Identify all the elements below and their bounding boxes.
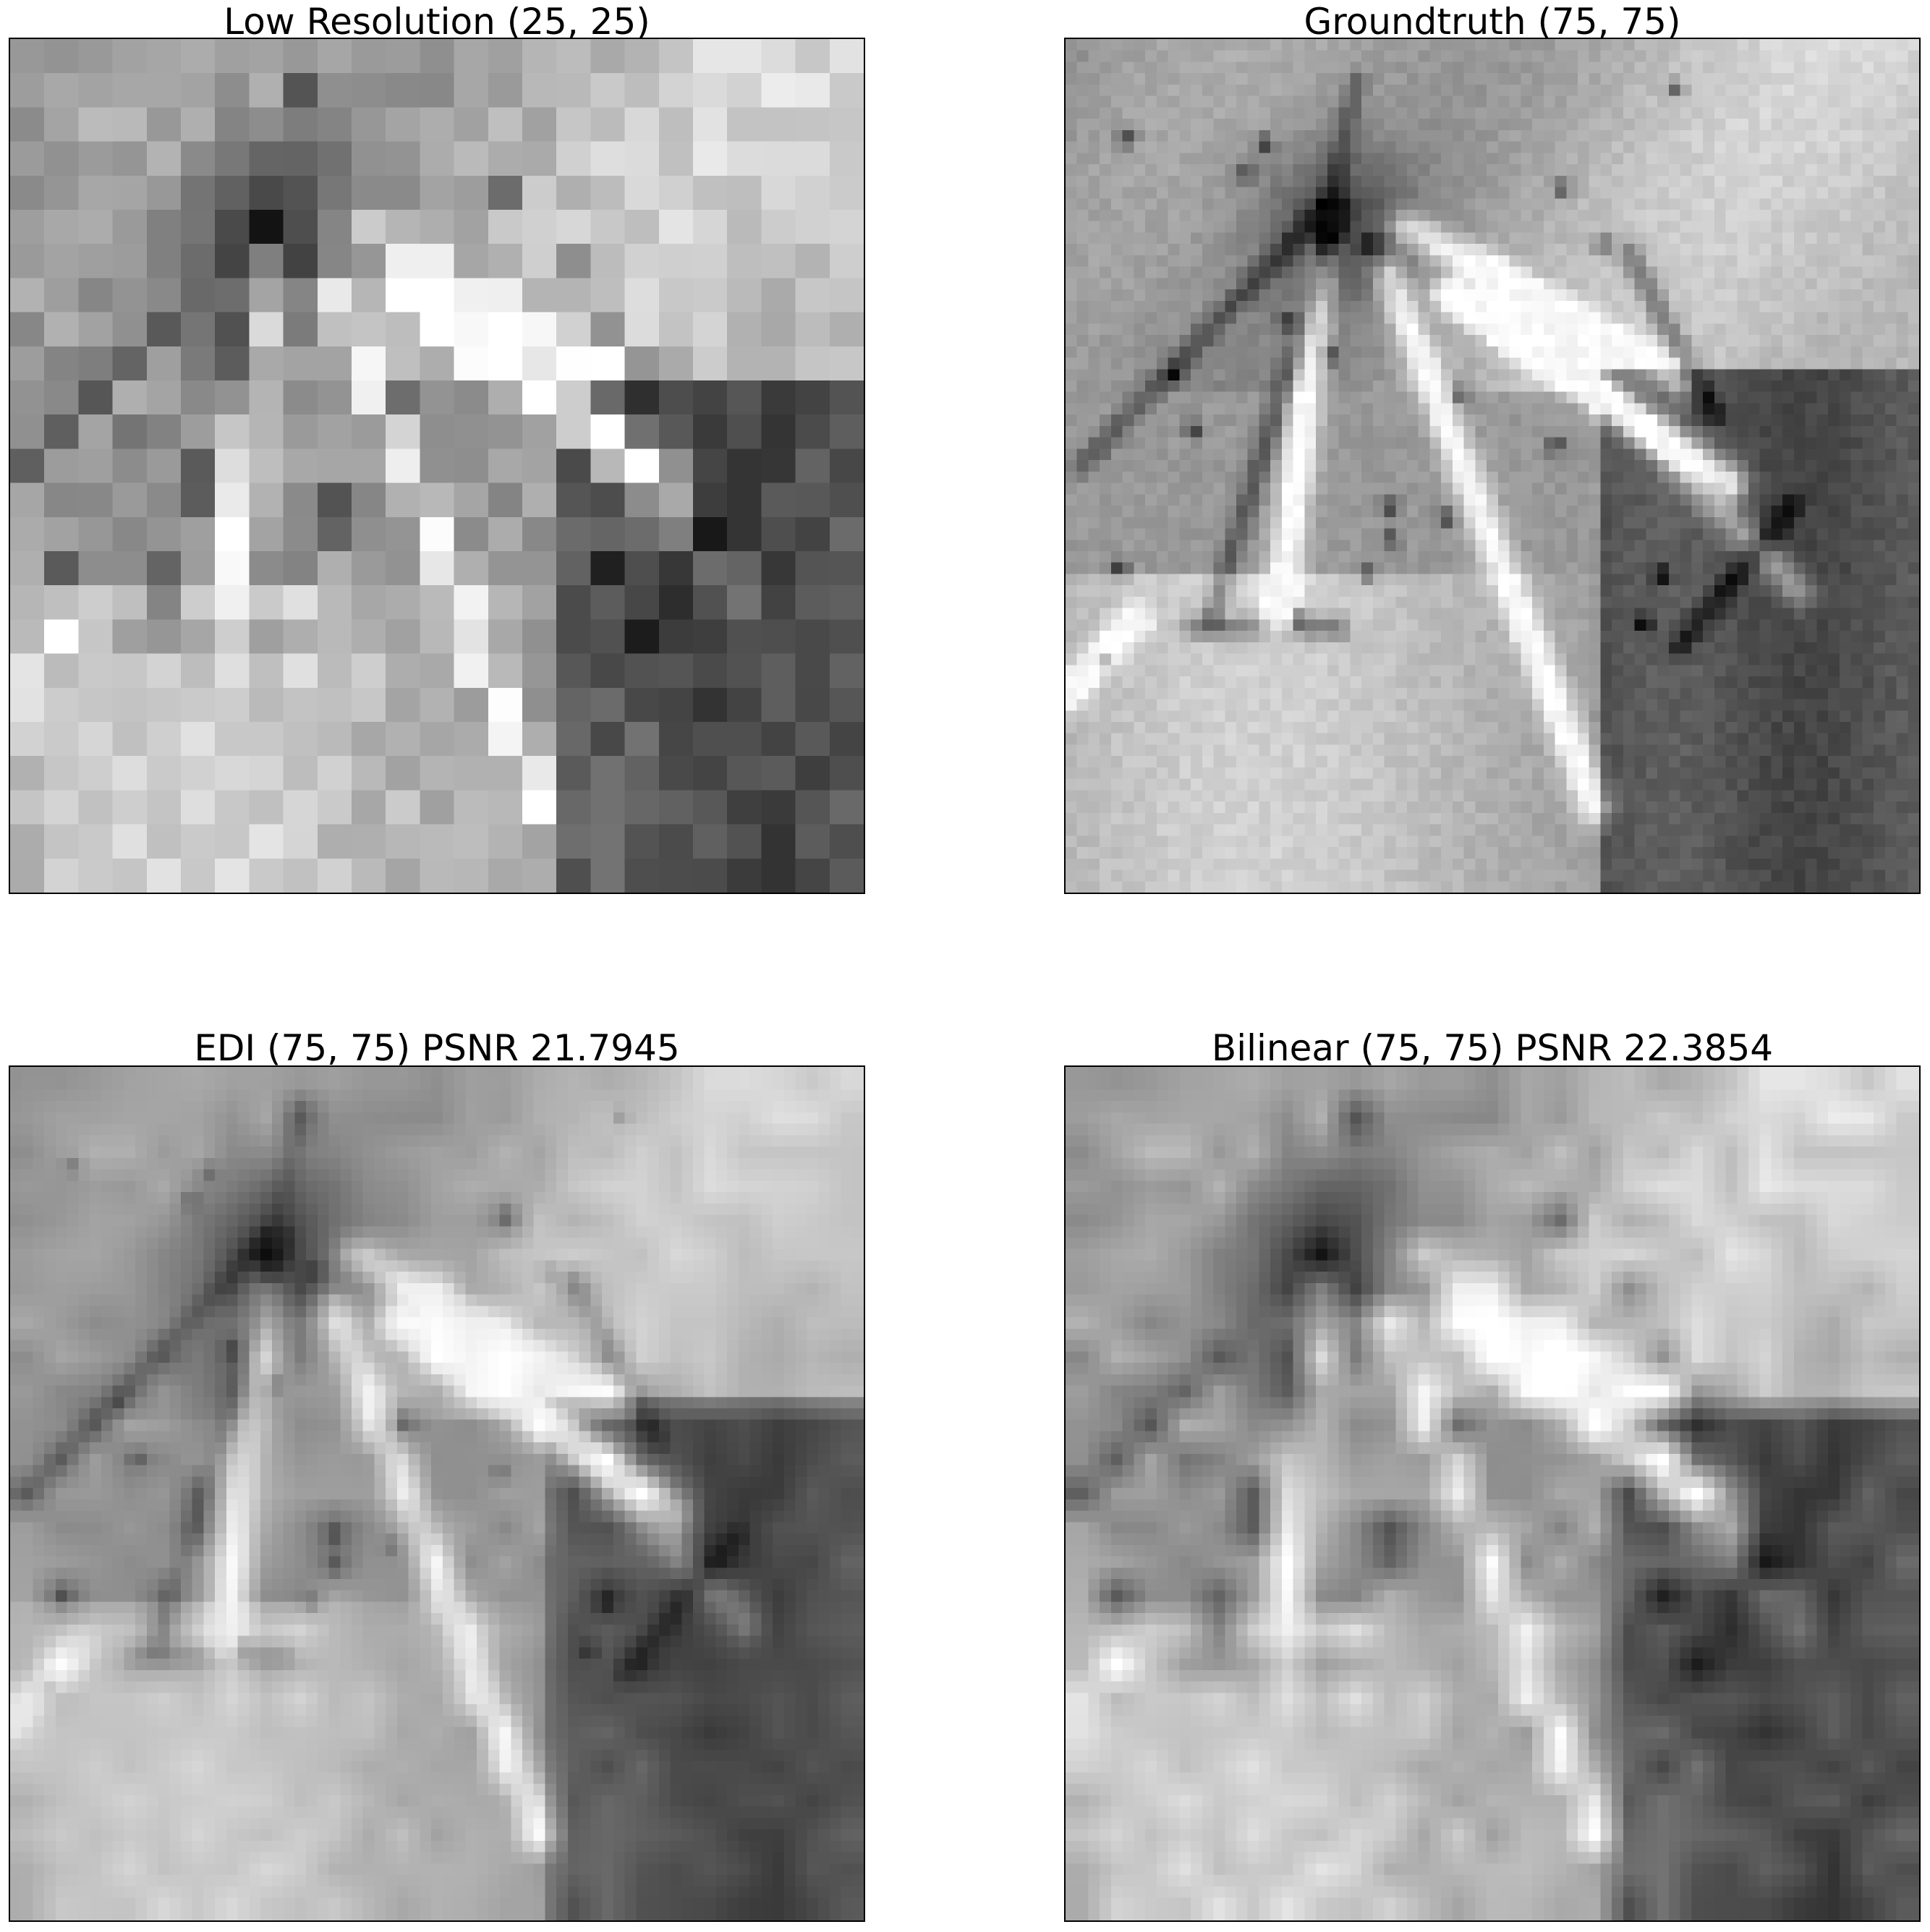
image-bilinear <box>1064 1065 1921 1922</box>
panel-title-bilinear: Bilinear (75, 75) PSNR 22.3854 <box>1211 1027 1774 1069</box>
image-groundtruth <box>1064 38 1921 894</box>
panel-title-edi: EDI (75, 75) PSNR 21.7945 <box>194 1027 680 1069</box>
panel-title-low-resolution: Low Resolution (25, 25) <box>224 1 650 43</box>
panel-title-groundtruth: Groundtruth (75, 75) <box>1304 1 1681 43</box>
image-edi <box>9 1065 865 1922</box>
image-low-resolution <box>9 38 865 894</box>
